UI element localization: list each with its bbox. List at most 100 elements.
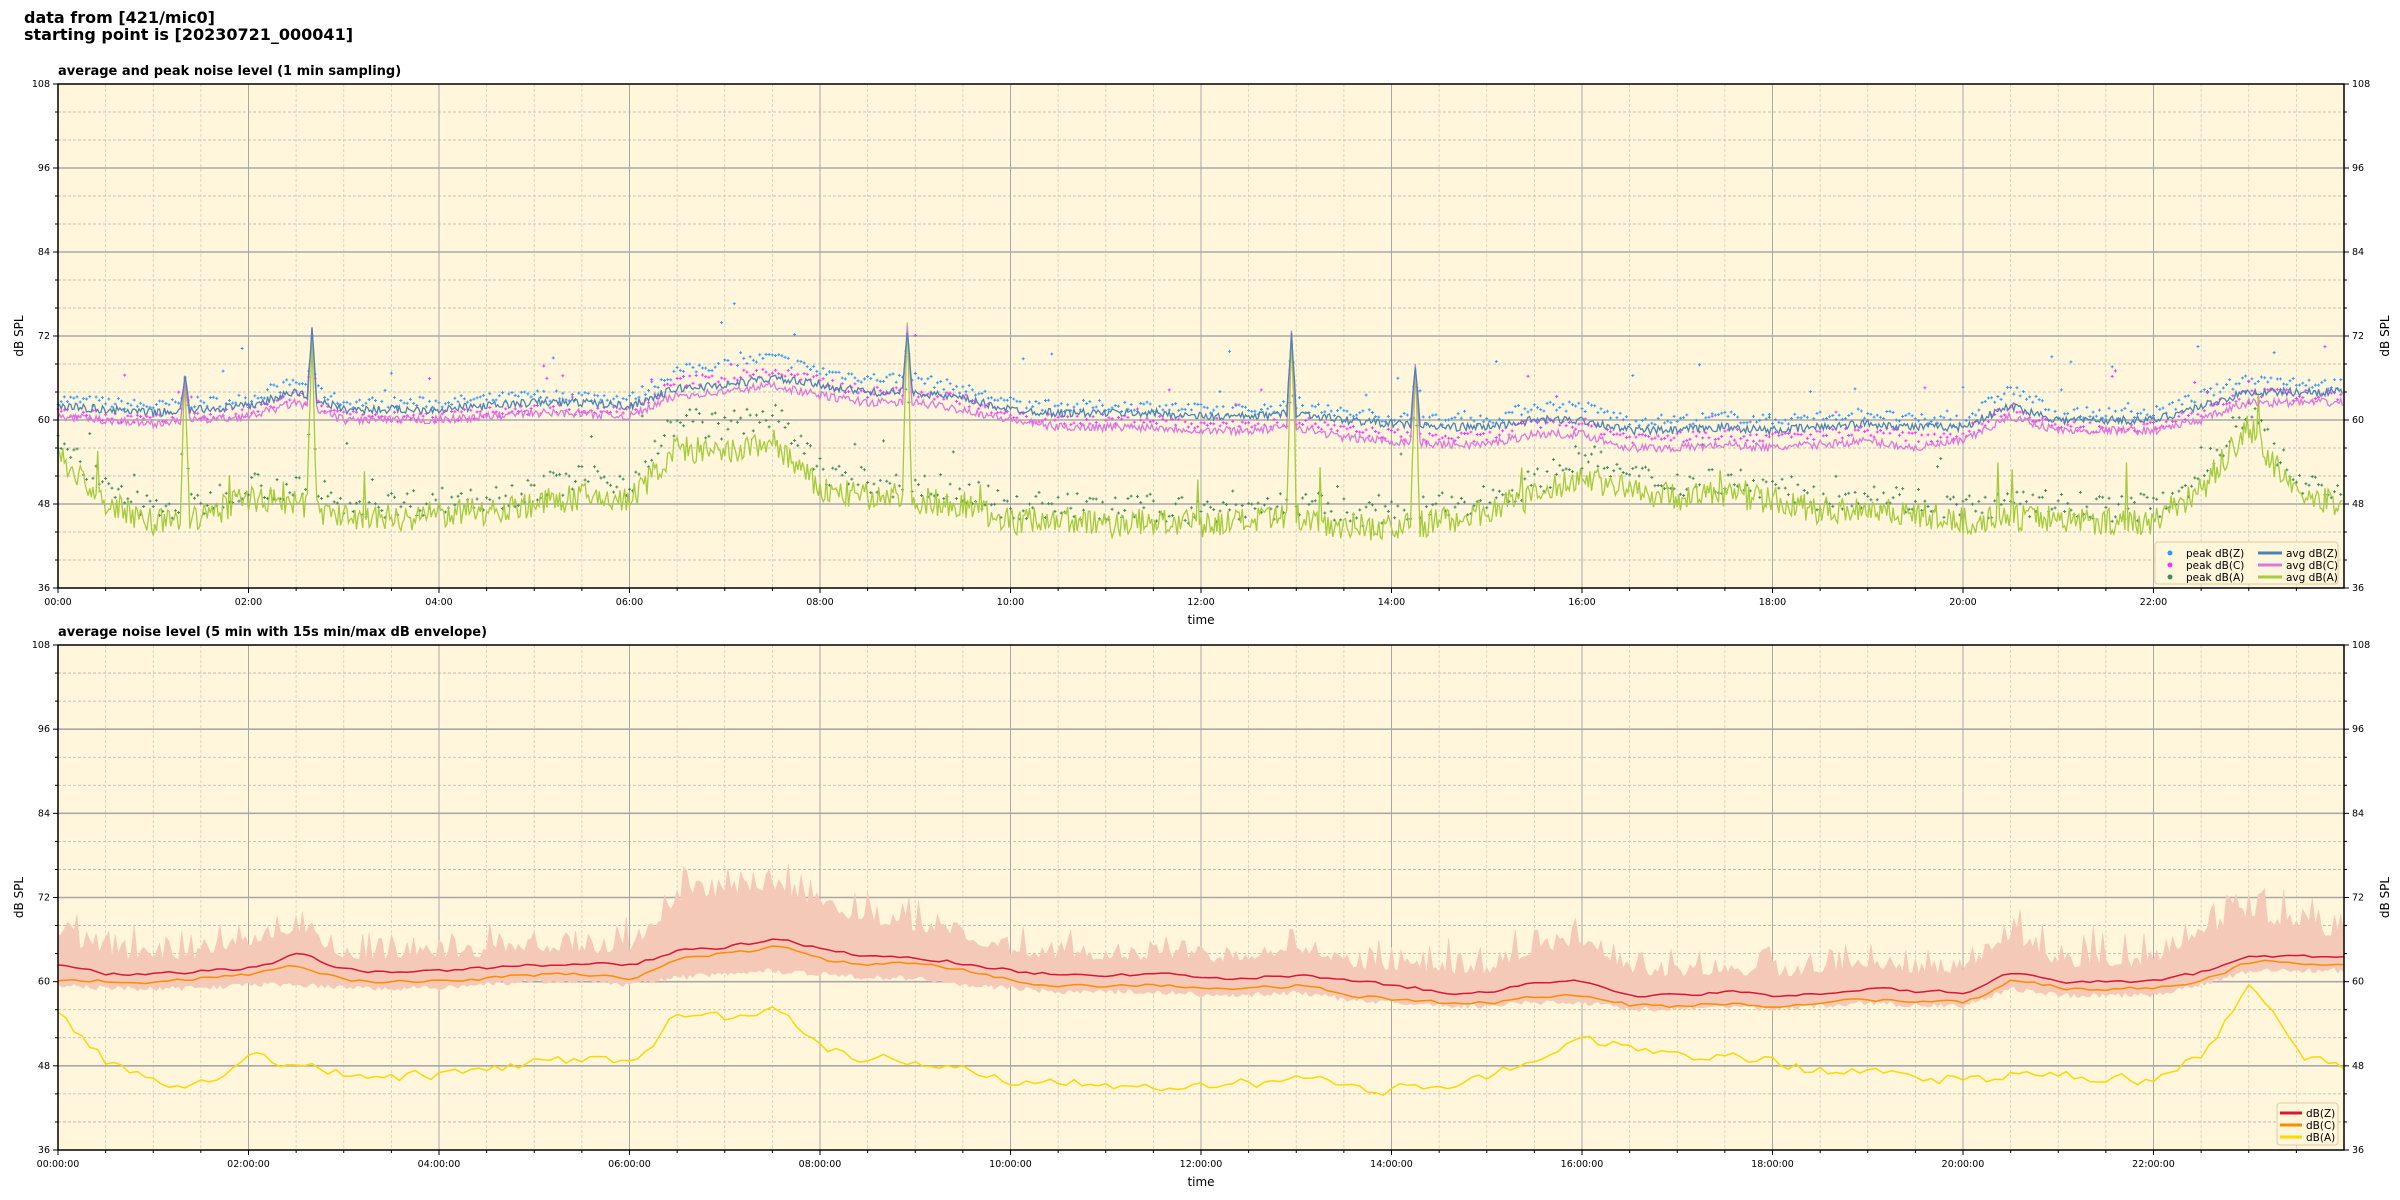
data-point	[977, 480, 981, 484]
data-point	[151, 505, 155, 509]
data-point	[2078, 490, 2082, 494]
series-line-dbc	[57, 945, 2345, 1009]
data-point	[2250, 415, 2254, 419]
data-point	[2126, 401, 2130, 405]
data-point	[2040, 399, 2044, 403]
data-point	[1570, 425, 1574, 429]
data-point	[948, 382, 952, 386]
data-point	[1859, 409, 1863, 413]
data-point	[1875, 498, 1879, 502]
data-point	[421, 396, 425, 400]
data-point	[1428, 415, 1432, 419]
data-point	[88, 432, 92, 436]
data-point	[723, 377, 727, 381]
data-point	[1875, 430, 1879, 434]
data-point	[1609, 416, 1613, 420]
data-point	[1021, 509, 1025, 513]
data-point	[1977, 499, 1981, 503]
data-point	[2336, 484, 2340, 488]
data-point	[1732, 483, 1736, 487]
data-point	[1332, 413, 1336, 417]
legend-label: peak dB(Z)	[2186, 548, 2244, 560]
data-point	[164, 402, 168, 406]
data-point	[1116, 511, 1120, 515]
data-point	[2234, 424, 2238, 428]
data-point	[634, 408, 638, 412]
data-point	[551, 405, 555, 409]
data-point	[1577, 422, 1581, 426]
data-point	[672, 382, 676, 386]
data-point	[1263, 403, 1266, 407]
data-point	[212, 395, 216, 399]
data-point	[2298, 474, 2302, 478]
data-point	[869, 376, 873, 380]
data-point	[1812, 485, 1816, 489]
data-point	[1583, 409, 1587, 413]
data-point	[955, 399, 959, 403]
data-point	[1399, 415, 1403, 419]
data-point	[1304, 419, 1308, 423]
data-point	[2215, 382, 2219, 386]
data-point	[939, 379, 943, 383]
data-point	[1364, 393, 1368, 397]
data-point	[1634, 419, 1638, 423]
data-point	[380, 414, 384, 418]
data-point	[2263, 376, 2267, 380]
data-point	[1901, 415, 1905, 419]
x-tick-label: 22:00:00	[2132, 1159, 2175, 1170]
data-point	[1555, 408, 1559, 412]
data-point	[1088, 496, 1092, 500]
data-point	[2132, 416, 2136, 420]
data-point	[720, 321, 724, 325]
data-point	[202, 416, 206, 420]
data-point	[320, 387, 324, 391]
data-point	[805, 372, 809, 376]
data-point	[1783, 418, 1787, 422]
data-point	[1567, 400, 1571, 404]
data-point	[151, 406, 155, 410]
data-point	[2012, 392, 2016, 396]
data-point	[2031, 400, 2035, 404]
data-point	[1999, 397, 2003, 401]
data-point	[704, 375, 708, 379]
data-point	[1561, 402, 1565, 406]
data-point	[1828, 415, 1832, 419]
data-point	[866, 481, 870, 485]
data-point	[199, 501, 203, 505]
data-point	[329, 491, 333, 495]
data-point	[1228, 508, 1232, 512]
data-point	[745, 362, 749, 366]
data-point	[897, 373, 901, 377]
data-point	[2053, 506, 2057, 510]
data-point	[532, 483, 536, 487]
chart-title: average noise level (5 min with 15s min/…	[58, 625, 487, 640]
data-point	[1393, 418, 1397, 422]
data-point	[1777, 486, 1781, 490]
data-point	[2053, 422, 2057, 426]
data-point	[847, 390, 851, 394]
data-point	[2310, 475, 2314, 479]
data-point	[1907, 507, 1911, 511]
data-point	[662, 378, 666, 382]
data-point	[1961, 499, 1965, 503]
data-point	[770, 371, 774, 375]
data-point	[1647, 468, 1651, 472]
data-point	[1558, 463, 1562, 467]
data-point	[2304, 482, 2308, 486]
data-point	[1202, 503, 1206, 507]
data-point	[2044, 417, 2048, 421]
data-point	[1377, 415, 1381, 419]
data-point	[748, 355, 752, 359]
data-point	[2186, 394, 2190, 398]
data-point	[126, 414, 130, 418]
data-point	[1688, 437, 1692, 441]
data-point	[516, 409, 520, 413]
data-point	[2266, 427, 2270, 431]
data-point	[615, 485, 619, 489]
data-point	[783, 425, 787, 429]
data-point	[1821, 417, 1825, 421]
data-point	[2044, 489, 2048, 493]
data-point	[208, 395, 212, 399]
data-point	[253, 394, 257, 398]
